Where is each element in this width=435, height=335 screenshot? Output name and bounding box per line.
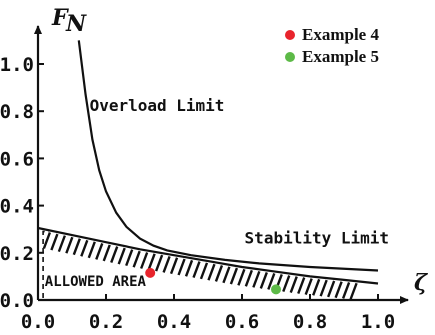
hatch-mark (42, 232, 52, 249)
legend: Example 4 Example 5 (285, 25, 379, 66)
x-tick-label: 0.4 (157, 311, 191, 333)
y-tick-label: 0.6 (0, 148, 34, 170)
hatch-mark (327, 280, 336, 298)
overload-limit-label: Overload Limit (90, 96, 225, 115)
stability-limit-curve (37, 226, 379, 285)
hatch-mark (192, 261, 201, 279)
hatch-mark (117, 247, 126, 265)
x-axis-label: ζ (414, 270, 428, 296)
ticks: 0.0 0.2 0.4 0.6 0.8 1.0 0.0 0.2 0.4 0.6 0.8 1.0 (0, 54, 395, 333)
hatch-mark (334, 281, 343, 299)
hatch-mark (184, 259, 194, 277)
hatch-mark (57, 235, 66, 253)
data-points (145, 267, 281, 295)
y-axis-label: F (51, 5, 69, 31)
hatch-mark (125, 249, 134, 267)
y-tick-label: 0.2 (0, 243, 34, 265)
hatch-mark (282, 275, 291, 292)
hatch-mark (132, 250, 141, 268)
hatch-mark (207, 263, 216, 281)
hatch-mark (80, 239, 89, 257)
hatch-mark (244, 269, 253, 287)
hatch-mark (72, 238, 81, 256)
hatch-mark (252, 270, 261, 288)
hatch-mark (154, 254, 164, 272)
legend-marker (285, 30, 295, 40)
overload-limit-curve (77, 40, 379, 272)
hatch-region (42, 232, 358, 300)
x-tick-label: 0.2 (89, 311, 123, 333)
hatch-mark (267, 273, 276, 290)
allowed-area-boundary (42, 230, 50, 298)
allowed-area-label: ALLOWED AREA (45, 274, 147, 290)
hatch-mark (297, 277, 306, 295)
hatch-mark (229, 267, 239, 285)
point-example-5 (271, 284, 281, 295)
hatch-mark (110, 246, 119, 263)
hatch-mark (50, 233, 59, 251)
hatch-mark (214, 265, 224, 282)
hatch-mark (304, 278, 313, 295)
annotations: Overload Limit Stability Limit ALLOWED ARE… (45, 96, 389, 290)
hatch-mark (169, 257, 179, 275)
hatch-mark (147, 253, 156, 271)
legend-label: Example 4 (302, 25, 379, 44)
x-tick-label: 1.0 (361, 311, 395, 333)
hatch-mark (312, 278, 321, 296)
legend-marker (285, 52, 295, 62)
hatch-mark (65, 236, 74, 254)
y-tick-label: 0.0 (0, 290, 34, 312)
hatch-mark (222, 266, 231, 284)
y-tick-label: 1.0 (0, 54, 34, 76)
hatch-mark (177, 258, 186, 276)
hatch-mark (95, 242, 104, 260)
hatch-mark (319, 279, 328, 297)
x-tick-label: 0.6 (225, 311, 259, 333)
hatch-mark (341, 282, 351, 299)
y-axis-label-subscript: N (65, 11, 87, 37)
point-example-4 (145, 267, 156, 278)
hatch-mark (199, 262, 209, 280)
curves (37, 40, 379, 298)
hatch-mark (87, 241, 96, 259)
y-tick-label: 0.4 (0, 196, 34, 218)
hatch-mark (140, 252, 149, 269)
axes: FNζ (34, 5, 428, 304)
stability-limit-label: Stability Limit (245, 228, 390, 247)
hatch-mark (289, 276, 298, 293)
x-tick-label: 0.0 (21, 311, 55, 333)
hatch-mark (349, 282, 358, 300)
hatch-mark (162, 255, 171, 273)
hatch-mark (259, 271, 268, 289)
x-tick-label: 0.8 (293, 311, 327, 333)
y-tick-label: 0.8 (0, 101, 34, 123)
legend-label: Example 5 (302, 47, 379, 66)
hatch-mark (237, 268, 246, 286)
hatch-mark (102, 244, 111, 262)
